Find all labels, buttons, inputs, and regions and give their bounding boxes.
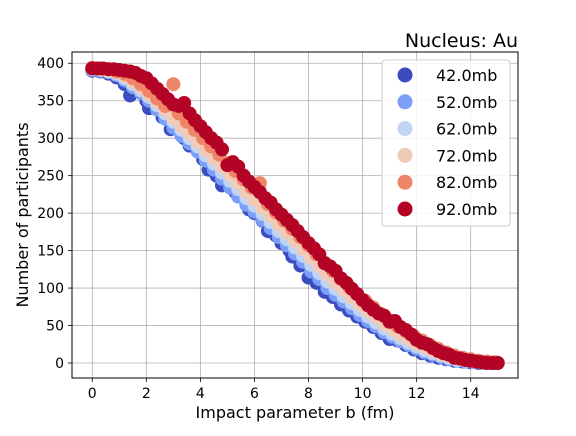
y-tick-label: 150	[37, 244, 64, 260]
x-tick-label: 2	[142, 386, 151, 402]
legend-marker	[397, 67, 413, 83]
y-tick-label: 50	[46, 319, 64, 335]
series-92-0mb	[85, 61, 505, 371]
legend-label: 42.0mb	[436, 66, 497, 85]
y-tick-label: 200	[37, 206, 64, 222]
legend-item: 62.0mb	[397, 120, 497, 139]
legend-item: 42.0mb	[397, 66, 497, 85]
y-axis-label: Number of participants	[13, 122, 32, 307]
y-tick-label: 400	[37, 56, 64, 72]
legend-marker	[397, 121, 413, 137]
x-tick-label: 12	[408, 386, 426, 402]
data-point	[490, 356, 505, 371]
legend-label: 82.0mb	[436, 173, 497, 192]
x-tick-label: 14	[462, 386, 480, 402]
legend: 42.0mb 52.0mb 62.0mb 72.0mb 82.0mb 92.0mb	[381, 59, 511, 227]
x-tick-label: 8	[304, 386, 313, 402]
x-tick-label: 4	[196, 386, 205, 402]
data-point	[177, 95, 192, 110]
data-point	[215, 142, 230, 157]
legend-label: 62.0mb	[436, 120, 497, 139]
legend-marker	[397, 147, 413, 163]
x-axis-label: Impact parameter b (fm)	[196, 403, 395, 422]
data-points	[85, 60, 505, 371]
y-tick-label: 250	[37, 169, 64, 185]
y-tick-label: 100	[37, 281, 64, 297]
x-axis-ticks: 0 2 4 6 8 10 12 14	[88, 378, 480, 402]
y-axis-ticks: 0 50 100 150 200 250 300 350 400	[37, 56, 72, 372]
plot-frame	[71, 51, 519, 379]
legend-item: 82.0mb	[397, 173, 497, 192]
legend-marker	[397, 94, 413, 110]
legend-item: 52.0mb	[397, 93, 497, 112]
chart-title: Nucleus: Au	[405, 30, 518, 52]
legend-frame	[381, 59, 511, 227]
legend-marker	[397, 201, 413, 217]
legend-label: 92.0mb	[436, 200, 497, 219]
legend-label: 52.0mb	[436, 93, 497, 112]
y-tick-label: 350	[37, 94, 64, 110]
legend-marker	[397, 174, 413, 190]
x-tick-label: 10	[354, 386, 372, 402]
legend-item: 92.0mb	[397, 200, 497, 219]
legend-label: 72.0mb	[436, 146, 497, 165]
data-point	[166, 77, 181, 92]
legend-item: 72.0mb	[397, 146, 497, 165]
y-tick-label: 0	[55, 356, 64, 372]
y-tick-label: 300	[37, 131, 64, 147]
x-tick-label: 6	[250, 386, 259, 402]
x-tick-label: 0	[88, 386, 97, 402]
